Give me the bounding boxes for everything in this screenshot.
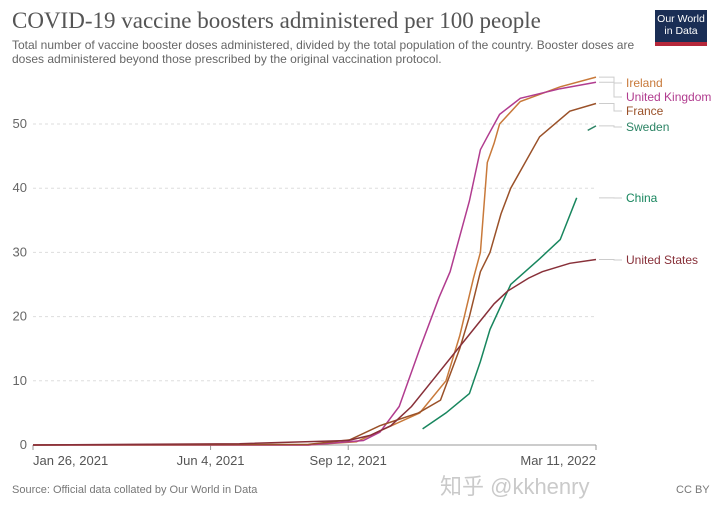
series-label: United States	[626, 253, 698, 267]
series-label: China	[626, 191, 658, 205]
series-label: Sweden	[626, 120, 669, 134]
series-line-france	[32, 102, 597, 446]
series-label: Ireland	[626, 76, 663, 90]
y-tick-label: 0	[20, 437, 27, 452]
series-line-china	[422, 197, 578, 430]
owid-logo[interactable]: Our World in Data	[655, 10, 707, 46]
y-tick-label: 20	[13, 309, 27, 324]
y-tick-label: 40	[13, 180, 27, 195]
label-connector	[599, 102, 622, 112]
y-tick-label: 50	[13, 116, 27, 131]
series-line-united-states	[32, 258, 597, 446]
label-connector	[599, 76, 622, 84]
chart-title: COVID-19 vaccine boosters administered p…	[12, 8, 541, 33]
series-line-ireland	[33, 76, 597, 446]
label-connector	[599, 258, 622, 261]
chart-subtitle: Total number of vaccine booster doses ad…	[12, 38, 635, 66]
series-line-sweden	[587, 125, 597, 132]
license-link[interactable]: CC BY	[676, 484, 710, 496]
label-connector	[599, 125, 622, 128]
series-label: France	[626, 104, 664, 118]
watermark: 知乎 @kkhenry	[440, 474, 590, 499]
y-tick-label: 30	[13, 244, 27, 259]
label-connector	[599, 81, 622, 98]
x-tick-label: Sep 12, 2021	[310, 453, 387, 468]
series-line-united-kingdom	[33, 81, 597, 446]
source-note: Source: Official data collated by Our Wo…	[12, 484, 258, 496]
series-label: United Kingdom	[626, 90, 711, 104]
x-tick-label: Jun 4, 2021	[177, 453, 245, 468]
x-tick-label: Mar 11, 2022	[520, 453, 596, 468]
x-tick-label: Jan 26, 2021	[33, 453, 108, 468]
y-tick-label: 10	[13, 373, 27, 388]
